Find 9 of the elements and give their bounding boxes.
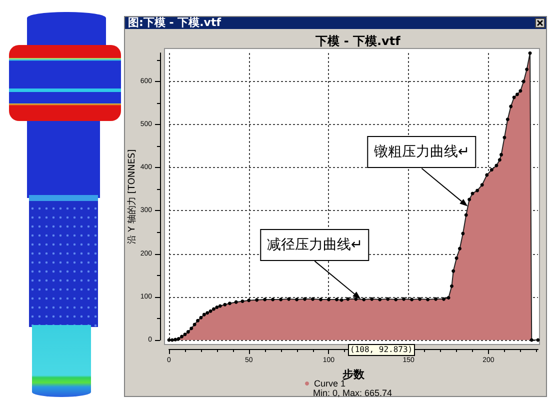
y-axis-title: 沿 Y 轴的力 [TONNES] bbox=[126, 149, 138, 244]
text: (108, 92.873) bbox=[348, 344, 415, 356]
chart-title: 图:下模 - 下模.vtf bbox=[128, 16, 222, 30]
text: Min: 0, Max: 665.74 bbox=[313, 388, 392, 399]
annotation: 镦粗压力曲线↵ bbox=[366, 136, 477, 168]
legend-label: Curve 1 bbox=[314, 378, 346, 388]
x-axis-title: 步数 bbox=[342, 368, 366, 381]
chart-subtitle: 下模 - 下模.vtf bbox=[314, 34, 402, 48]
annotation: 减径压力曲线↵ bbox=[260, 229, 370, 262]
